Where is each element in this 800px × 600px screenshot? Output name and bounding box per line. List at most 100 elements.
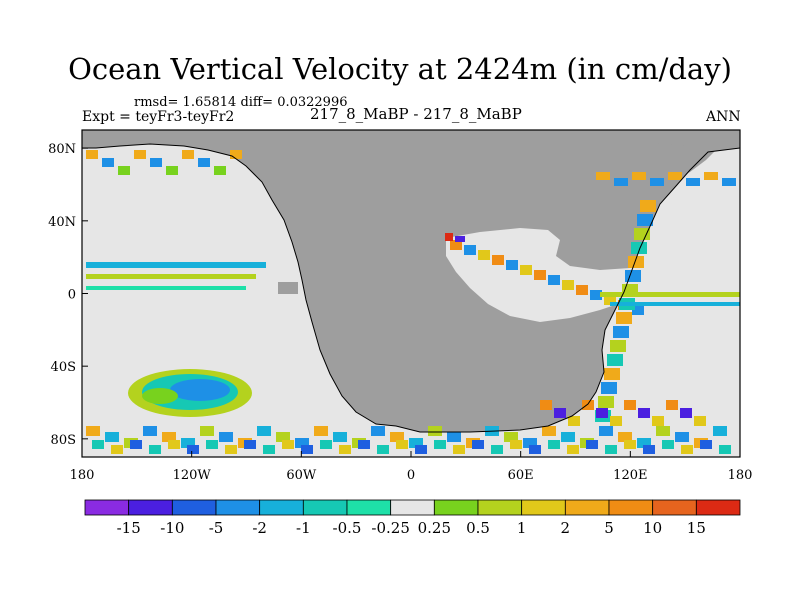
colorbar-label-4: -1 [296,519,311,537]
anomaly-patch [604,368,620,380]
anomaly-patch [149,445,161,454]
anomaly-patch [263,445,275,454]
anomaly-patch [295,438,309,448]
anomaly-patch [616,312,632,324]
anomaly-patch [143,426,157,436]
anomaly-patch [625,270,641,282]
colorbar-label-5: -0.5 [333,519,362,537]
anomaly-patch [632,172,646,180]
anomaly-patch [206,440,218,449]
colorbar-label-8: 0.5 [466,519,490,537]
x-tick-label-2: 60W [286,468,317,483]
anomaly-patch [590,290,602,300]
anomaly-patch [656,426,670,436]
anomaly-patch [166,166,178,175]
anomaly-patch [314,426,328,436]
anomaly-patch [198,158,210,167]
anomaly-patch [118,166,130,175]
colorbar-label-1: -10 [160,519,184,537]
chart-title: Ocean Vertical Velocity at 2424m (in cm/… [68,52,732,86]
y-tick-label-3: 40S [51,360,76,375]
colorbar-box-13 [652,499,697,516]
anomaly-patch [453,445,465,454]
anomaly-patch [604,295,616,305]
colorbar-label-13: 15 [687,519,706,537]
anomaly-patch [610,416,622,426]
anomaly-patch [686,178,700,186]
colorbar-box-9 [477,499,523,516]
anomaly-patch [445,233,453,241]
anomaly-patch [722,178,736,186]
anomaly-patch [510,440,522,449]
anomaly-patch [650,178,664,186]
anomaly-patch [230,150,242,159]
anomaly-patch [492,255,504,265]
anomaly-patch [596,172,610,180]
anomaly-patch [605,445,617,454]
anomaly-patch [540,400,552,410]
anomaly-patch [582,400,594,410]
anomaly-patch [92,440,104,449]
anomaly-patch [111,445,123,454]
colorbar-label-2: -5 [209,519,224,537]
land-tethys-east [546,222,628,268]
anomaly-patch [598,396,614,408]
anomaly-patch [339,445,351,454]
anomaly-patch [704,172,718,180]
anomaly-patch [450,240,462,250]
land-pangaea [82,130,740,432]
y-tick-label-2: 0 [68,288,76,303]
anomaly-patch [200,426,214,436]
anomaly-patch [607,354,623,366]
anomaly-patch [377,445,389,454]
x-tick-label-3: 0 [407,468,415,483]
anomaly-patch [624,400,636,410]
colorbar-box-6 [346,499,392,516]
x-tick-label-4: 60E [508,468,534,483]
colorbar-label-6: -0.25 [371,519,409,537]
coastline [82,143,740,433]
experiment-label: Expt = teyFr3-teyFr2 [82,109,235,125]
anomaly-patch [491,445,503,454]
anomaly-patch [542,426,556,436]
anomaly-patch [244,440,256,449]
anomaly-patch [134,150,146,159]
anomaly-patch [225,445,237,454]
anomaly-patch [548,440,560,449]
anomaly-patch [214,166,226,175]
velocity-anomaly-patches [86,150,740,454]
colorbar-label-12: 10 [643,519,662,537]
anomaly-patch [567,445,579,454]
y-axis: 80N 40N 0 40S 80S [48,142,88,448]
anomaly-patch [257,426,271,436]
anomaly-patch [447,432,461,442]
anomaly-patch [694,416,706,426]
anomaly-patch [409,438,423,448]
anomaly-patch [523,438,537,448]
anomaly-patch [643,445,655,454]
anomaly-patch [301,445,313,454]
colorbar-box-1 [128,499,173,516]
land-small-island [278,282,298,294]
anomaly-patch [613,326,629,338]
anomaly-patch [668,172,682,180]
anomaly-patch [719,445,731,454]
anomaly-patch [534,270,546,280]
anomaly-patch [105,432,119,442]
y-tick-label-4: 80S [51,433,76,448]
colorbar-label-9: 1 [517,519,527,537]
anomaly-patch [618,432,632,442]
anomaly-patch [520,265,532,275]
anomaly-patch [276,432,290,442]
colorbar-box-10 [521,499,566,516]
anomaly-patch [600,292,740,297]
anomaly-patch [548,275,560,285]
anomaly-patch [187,445,199,454]
colorbar-label-3: -2 [252,519,267,537]
anomaly-patch [504,432,518,442]
anomaly-patch [614,178,628,186]
x-tick-label-6: 180 [728,468,753,483]
anomaly-patch [638,408,650,418]
colorbar-box-14 [695,499,741,516]
